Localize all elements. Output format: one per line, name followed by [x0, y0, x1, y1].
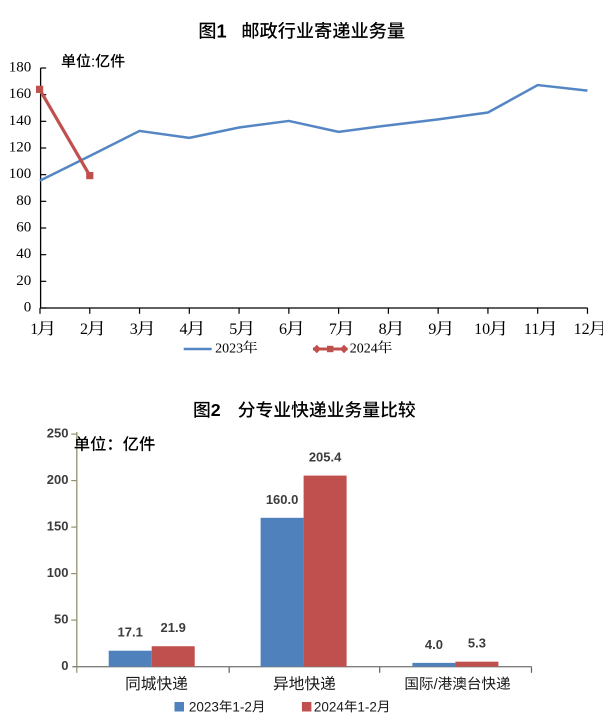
svg-text:50: 50 — [54, 612, 68, 627]
svg-text:2023: 2023 — [189, 699, 219, 714]
svg-text:1: 1 — [217, 21, 227, 41]
svg-text:2023: 2023 — [215, 341, 243, 356]
svg-text:100: 100 — [47, 565, 69, 580]
svg-text:180: 180 — [9, 60, 32, 76]
svg-text:140: 140 — [9, 113, 32, 129]
svg-text:2: 2 — [211, 400, 221, 420]
svg-text:3: 3 — [130, 321, 138, 338]
svg-text::: : — [91, 53, 95, 70]
svg-text:205.4: 205.4 — [309, 450, 342, 465]
svg-text:5.3: 5.3 — [468, 636, 486, 651]
svg-text:200: 200 — [47, 472, 69, 487]
svg-text:100: 100 — [9, 166, 32, 182]
svg-text:2024: 2024 — [314, 699, 345, 714]
svg-text:40: 40 — [16, 246, 31, 262]
svg-text:21.9: 21.9 — [161, 620, 186, 635]
svg-text:0: 0 — [61, 658, 68, 673]
svg-text:1: 1 — [30, 321, 38, 338]
svg-text:160: 160 — [9, 86, 32, 102]
svg-text:7: 7 — [329, 321, 337, 338]
svg-text:60: 60 — [16, 220, 31, 236]
svg-text:20: 20 — [16, 273, 31, 289]
svg-text:150: 150 — [47, 519, 69, 534]
svg-text:11: 11 — [524, 321, 539, 338]
svg-text:2024: 2024 — [350, 341, 378, 356]
svg-text:0: 0 — [24, 300, 32, 316]
svg-text:17.1: 17.1 — [118, 625, 143, 640]
svg-text:6: 6 — [279, 321, 287, 338]
svg-text:120: 120 — [9, 140, 32, 156]
svg-text:5: 5 — [229, 321, 237, 338]
svg-text:10: 10 — [474, 321, 490, 338]
svg-text:250: 250 — [47, 426, 69, 441]
svg-text:4: 4 — [180, 321, 188, 338]
svg-text:1-2: 1-2 — [232, 699, 252, 714]
svg-text:4.0: 4.0 — [425, 637, 443, 652]
svg-text:1-2: 1-2 — [357, 699, 377, 714]
svg-text:9: 9 — [428, 321, 436, 338]
svg-text:2: 2 — [80, 321, 88, 338]
svg-text:/: / — [434, 677, 439, 693]
svg-text:12: 12 — [574, 321, 590, 338]
svg-text:80: 80 — [16, 193, 31, 209]
svg-text:160.0: 160.0 — [266, 492, 299, 507]
svg-text:8: 8 — [379, 321, 387, 338]
